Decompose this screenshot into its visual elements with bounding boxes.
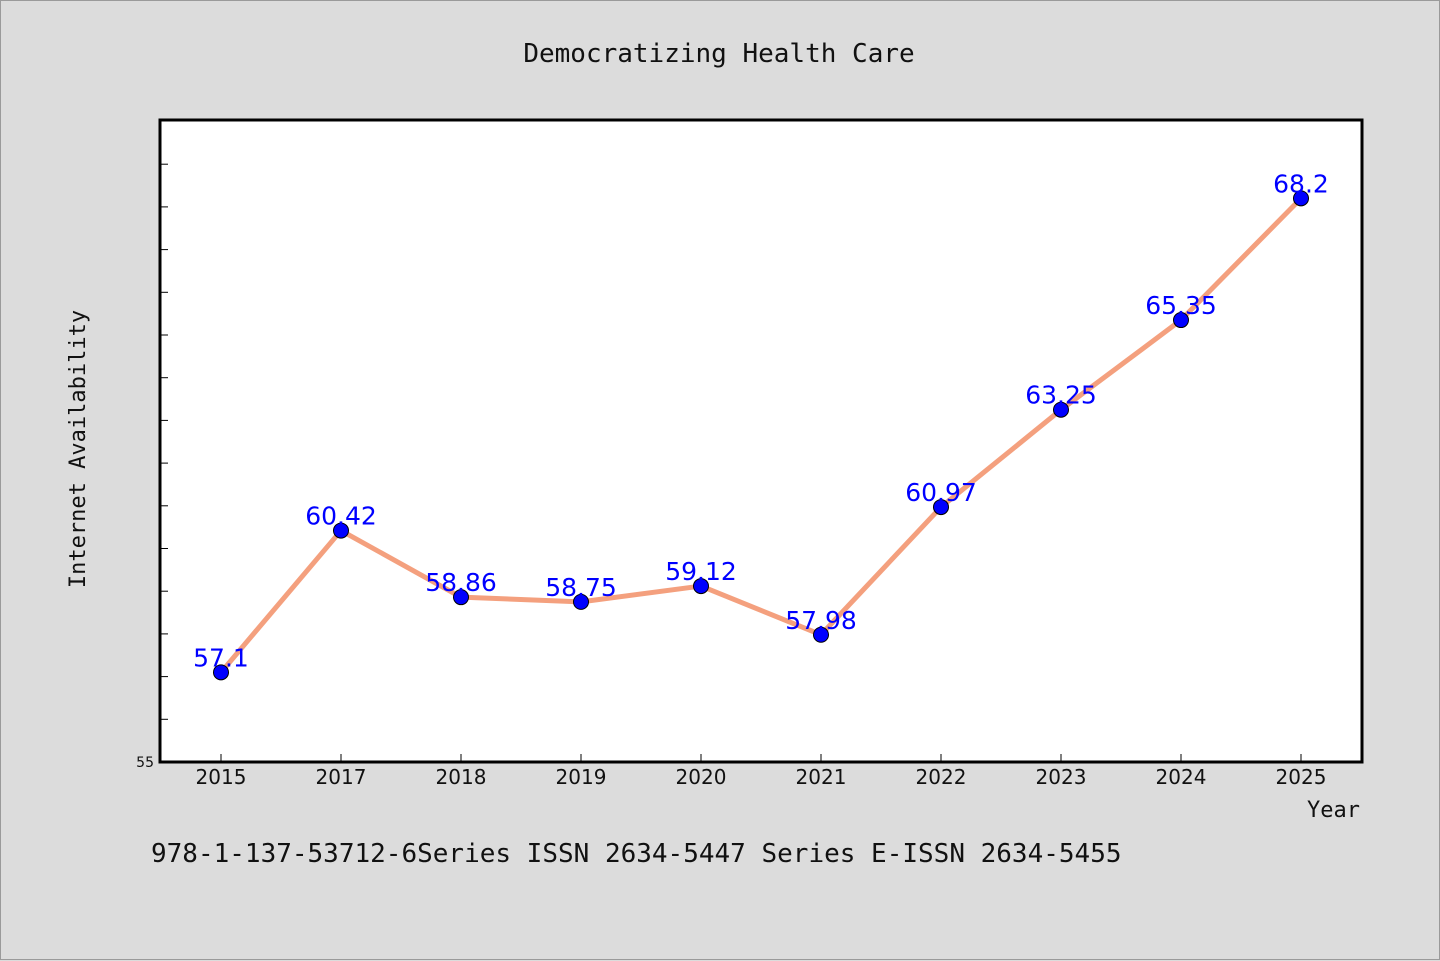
- data-label: 63.25: [1025, 381, 1097, 410]
- x-tick-label: 2020: [676, 765, 727, 789]
- data-point: [573, 593, 589, 610]
- x-tick-label: 2021: [796, 765, 847, 789]
- data-point: [1173, 312, 1189, 329]
- x-tick-label: 2023: [1036, 765, 1087, 789]
- y-axis-title: Internet Availability: [66, 310, 91, 588]
- data-label: 59.12: [665, 557, 737, 586]
- data-label: 58.86: [425, 568, 497, 597]
- data-label: 57.98: [785, 606, 857, 635]
- series-line: [218, 195, 1304, 675]
- data-label: 57.1: [193, 643, 249, 672]
- y-tick-label: 55: [136, 755, 154, 771]
- data-point: [213, 664, 229, 681]
- data-label: 60.97: [905, 478, 977, 507]
- x-tick-label: 2019: [556, 765, 607, 789]
- data-point: [813, 626, 829, 643]
- data-label: 60.42: [305, 502, 377, 531]
- chart-title: Democratizing Health Care: [523, 39, 914, 69]
- data-label: 58.75: [545, 573, 617, 602]
- data-point: [693, 578, 709, 595]
- x-tick-label: 2022: [916, 765, 967, 789]
- data-labels: 57.1 60.42 58.86 58.75 59.12 57.98 60.97 63.25 6…: [193, 169, 1329, 672]
- x-axis-ticks: 2015 2017 2018 2019 2020 2021 2022 2023 2024 2025: [196, 754, 1327, 789]
- footer-isbn-text: 978-1-137-53712-6Series ISSN 2634-5447 S…: [151, 839, 1122, 869]
- x-tick-label: 2025: [1276, 765, 1327, 789]
- data-point: [1293, 190, 1309, 207]
- x-tick-label: 2018: [436, 765, 487, 789]
- x-tick-label: 2017: [316, 765, 367, 789]
- y-axis-ticks: 55: [136, 163, 168, 771]
- plot-area: [158, 118, 1364, 764]
- x-axis-title: Year: [1307, 798, 1360, 823]
- x-tick-label: 2024: [1156, 765, 1207, 789]
- data-label: 68.2: [1273, 169, 1329, 198]
- data-point: [453, 589, 469, 606]
- x-tick-label: 2015: [196, 765, 247, 789]
- data-point: [933, 499, 949, 516]
- series-markers: [213, 190, 1309, 681]
- data-point: [333, 522, 349, 539]
- data-label: 65.35: [1145, 291, 1217, 320]
- data-point: [1053, 401, 1069, 418]
